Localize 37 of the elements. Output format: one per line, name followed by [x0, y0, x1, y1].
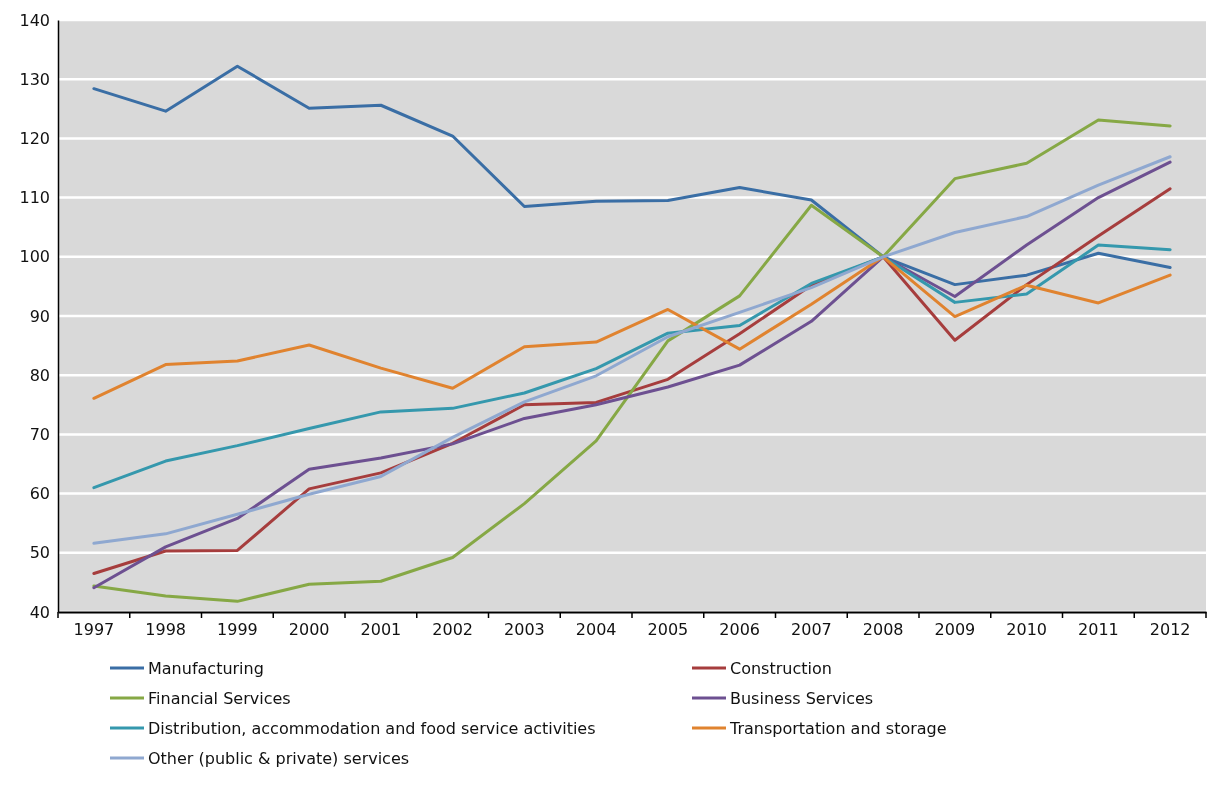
- y-tick-label: 60: [29, 484, 50, 504]
- y-tick-label: 70: [29, 425, 50, 445]
- x-tick-label: 2008: [862, 620, 904, 640]
- line-series: [92, 243, 1172, 490]
- y-tick-label: 40: [29, 602, 50, 622]
- x-tick-label: 2003: [504, 620, 545, 640]
- x-tick-label: 2006: [719, 620, 760, 640]
- x-tick-label: 2009: [934, 620, 976, 640]
- line-series: [92, 255, 1172, 400]
- x-tick-label: 2007: [791, 620, 832, 640]
- y-tick-label: 110: [19, 188, 50, 208]
- y-tick-label: 130: [19, 69, 50, 89]
- legend-label: Transportation and storage: [729, 718, 947, 738]
- y-tick-label: 50: [29, 543, 50, 563]
- y-tick-label: 100: [19, 247, 50, 267]
- legend-label: Manufacturing: [148, 658, 264, 678]
- x-tick-label: 2004: [575, 620, 617, 640]
- legend-label: Business Services: [730, 688, 874, 708]
- x-tick-label: 2000: [288, 620, 330, 640]
- legend-label: Other (public & private) services: [148, 748, 410, 768]
- x-tick-label: 2011: [1078, 620, 1119, 640]
- y-tick-label: 140: [19, 10, 50, 30]
- x-tick-label: 1997: [73, 620, 115, 640]
- x-tick-label: 2012: [1149, 620, 1191, 640]
- legend-label: Distribution, accommodation and food service activities: [148, 718, 596, 738]
- y-tick-label: 90: [29, 306, 50, 326]
- x-tick-label: 1998: [145, 620, 186, 640]
- y-tick-label: 120: [19, 129, 50, 149]
- x-tick-label: 2010: [1006, 620, 1047, 640]
- x-tick-label: 2005: [647, 620, 689, 640]
- y-tick-label: 80: [29, 365, 50, 385]
- line-series: [92, 64, 1172, 287]
- legend-label: Construction: [730, 658, 832, 678]
- legend-label: Financial Services: [148, 688, 291, 708]
- x-tick-label: 1999: [217, 620, 258, 640]
- x-tick-label: 2002: [432, 620, 473, 640]
- x-tick-label: 2001: [360, 620, 402, 640]
